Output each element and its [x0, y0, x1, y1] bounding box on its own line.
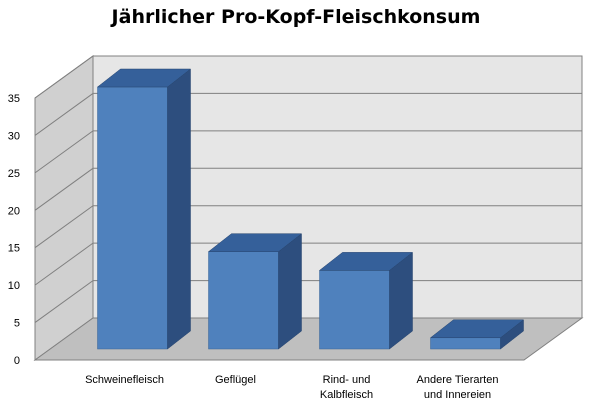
y-axis-tick-labels: 0 5 10 15 20 25 30 35	[8, 93, 20, 367]
bar-front	[430, 337, 501, 350]
y-tick-label: 10	[8, 280, 20, 292]
y-tick-label: 30	[8, 130, 20, 142]
y-tick-label: 15	[8, 243, 20, 255]
bar-top	[96, 68, 192, 88]
bars	[96, 68, 525, 350]
bar	[318, 251, 414, 350]
side-wall	[34, 55, 94, 361]
y-tick-label: 5	[14, 318, 20, 330]
x-category-label-line: Geflügel	[215, 374, 256, 386]
bar	[429, 319, 525, 350]
bar-top	[207, 233, 303, 252]
x-category-label: Rind- und Kalbfleisch	[320, 374, 373, 401]
x-category-label-line: und Innereien	[424, 389, 491, 401]
bar-front	[319, 270, 390, 350]
x-category-label-line: Kalbfleisch	[320, 389, 373, 401]
x-category-label-line: Rind- und	[323, 374, 371, 386]
bar-front	[97, 86, 168, 350]
gridline	[34, 55, 582, 99]
gridline	[34, 92, 582, 136]
gridline	[34, 205, 582, 249]
y-tick-label: 25	[8, 168, 20, 180]
gridline	[34, 167, 582, 211]
x-category-label-line: Schweinefleisch	[85, 374, 164, 386]
x-axis-category-labels: Schweinefleisch Geflügel Rind- und Kalbflei…	[85, 374, 498, 401]
bar	[207, 233, 303, 350]
gridline	[34, 130, 582, 174]
y-tick-label: 35	[8, 93, 20, 105]
chart-title: Jährlicher Pro-Kopf-Fleischkonsum	[111, 6, 481, 28]
bar	[96, 68, 192, 350]
x-category-label-line: Andere Tierarten	[417, 374, 499, 386]
bar-top	[429, 319, 525, 339]
x-category-label: Andere Tierarten und Innereien	[417, 374, 499, 401]
x-category-label: Schweinefleisch	[85, 374, 164, 386]
bar-top	[318, 252, 414, 271]
bar-side	[278, 233, 302, 350]
gridline	[34, 280, 582, 323]
bar-front	[208, 251, 279, 350]
y-tick-label: 0	[14, 355, 20, 367]
bar-side	[167, 68, 191, 350]
gridline	[34, 242, 582, 286]
x-category-label: Geflügel	[215, 374, 256, 386]
y-tick-label: 20	[8, 205, 20, 217]
gridlines	[34, 55, 582, 323]
